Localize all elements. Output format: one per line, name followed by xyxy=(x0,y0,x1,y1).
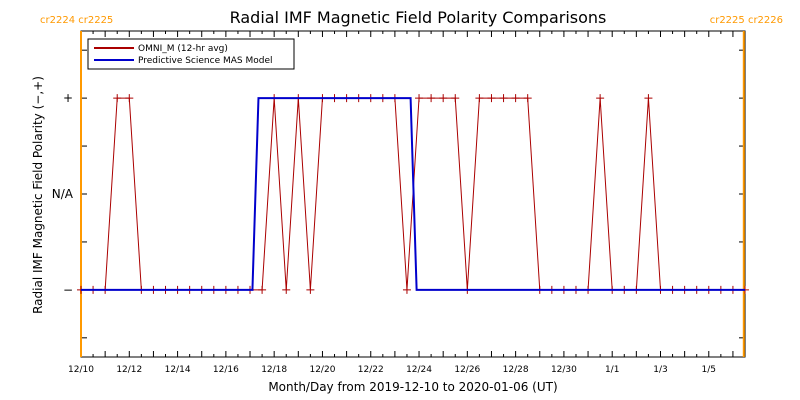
x-tick-label: 1/1 xyxy=(605,365,619,375)
x-tick-label: 12/12 xyxy=(116,365,142,375)
omni-data-point xyxy=(511,94,520,103)
series-line-mas xyxy=(81,97,745,291)
omni-data-point xyxy=(596,94,605,103)
x-tick-label: 12/14 xyxy=(165,365,191,375)
y-tick-label: N/A xyxy=(52,187,74,201)
omni-data-point xyxy=(306,285,315,294)
x-tick-label: 12/22 xyxy=(358,365,384,375)
omni-data-point xyxy=(415,94,424,103)
omni-data-point xyxy=(282,285,291,294)
y-axis-label: Radial IMF Magnetic Field Polarity (−,+) xyxy=(31,76,45,314)
omni-data-point xyxy=(499,94,508,103)
omni-data-point xyxy=(125,94,134,103)
x-tick-label: 12/20 xyxy=(309,365,335,375)
x-tick-label: 12/18 xyxy=(261,365,287,375)
legend-label-omni: OMNI_M (12-hr avg) xyxy=(138,44,228,54)
omni-data-point xyxy=(427,94,436,103)
omni-data-point xyxy=(487,94,496,103)
omni-data-point xyxy=(475,94,484,103)
legend-box xyxy=(87,38,295,70)
y-tick-label: + xyxy=(63,91,73,105)
legend-label-mas: Predictive Science MAS Model xyxy=(138,56,273,66)
x-tick-label: 12/26 xyxy=(454,365,480,375)
x-tick-label: 12/10 xyxy=(68,365,94,375)
omni-data-point xyxy=(644,94,653,103)
x-tick-label: 1/5 xyxy=(702,365,716,375)
legend: OMNI_M (12-hr avg) Predictive Science MA… xyxy=(87,38,295,70)
x-tick-label: 12/24 xyxy=(406,365,432,375)
y-tick-label: − xyxy=(63,283,73,297)
x-tick-label: 12/30 xyxy=(551,365,577,375)
omni-data-point xyxy=(439,94,448,103)
plot-area: 12/10 12/12 12/14 12/16 12/18 12/20 12/22 12/24… xyxy=(52,30,749,375)
omni-data-point xyxy=(451,94,460,103)
x-tick-label: 12/28 xyxy=(503,365,529,375)
x-tick-label: 1/3 xyxy=(653,365,667,375)
chart-title: Radial IMF Magnetic Field Polarity Compa… xyxy=(230,8,607,27)
omni-data-point xyxy=(258,285,267,294)
omni-data-point xyxy=(402,285,411,294)
omni-data-point xyxy=(523,94,532,103)
omni-data-point xyxy=(113,94,122,103)
carrington-label-left: cr2224 cr2225 xyxy=(40,15,113,26)
x-axis-label: Month/Day from 2019-12-10 to 2020-01-06 … xyxy=(268,380,557,394)
carrington-label-right: cr2225 cr2226 xyxy=(710,15,783,26)
x-tick-label: 12/16 xyxy=(213,365,239,375)
